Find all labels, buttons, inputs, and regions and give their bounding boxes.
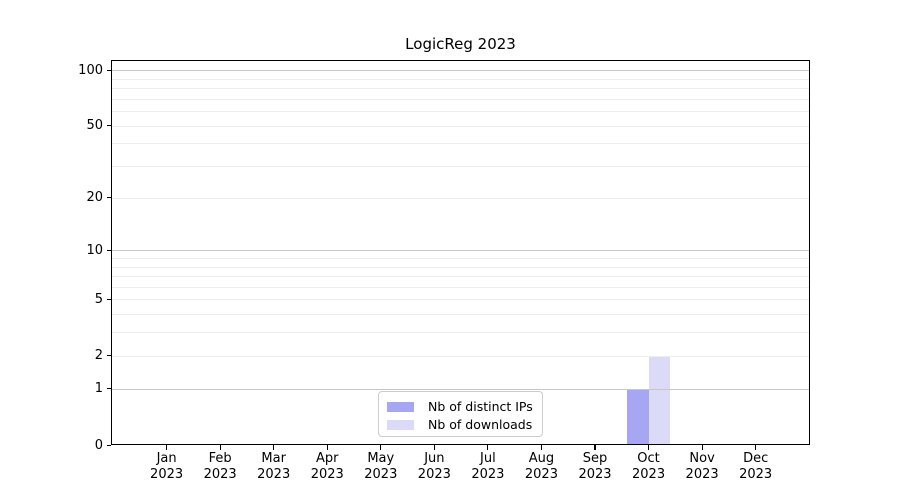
x-tick-label: Apr 2023 — [310, 451, 344, 482]
minor-gridline — [112, 332, 809, 334]
y-tick-label: 10 — [86, 242, 103, 258]
minor-gridline — [112, 258, 809, 259]
x-tick-mark — [594, 445, 596, 450]
legend: Nb of distinct IPs Nb of downloads — [378, 391, 543, 437]
x-tick-label: Mar 2023 — [257, 451, 291, 482]
legend-row-downloads: Nb of downloads — [387, 416, 534, 433]
x-tick-label: May 2023 — [364, 451, 398, 482]
legend-swatch-1 — [387, 419, 414, 430]
y-tick-mark — [107, 298, 111, 301]
y-tick-mark — [107, 69, 111, 71]
y-tick-mark — [107, 197, 111, 199]
minor-gridline — [112, 314, 809, 316]
x-tick-label: Oct 2023 — [632, 451, 666, 482]
tick-gridline — [112, 355, 809, 357]
x-tick-mark — [433, 445, 435, 450]
minor-gridline — [112, 276, 809, 278]
x-tick-mark — [647, 445, 650, 450]
x-tick-label: Feb 2023 — [203, 451, 237, 482]
x-tick-mark — [487, 445, 489, 450]
x-tick-mark — [219, 445, 221, 450]
bar-distinct-ips — [627, 388, 649, 444]
x-tick-label: Jul 2023 — [471, 451, 505, 482]
x-tick-mark — [326, 445, 328, 450]
legend-label-downloads: Nb of downloads — [428, 416, 533, 432]
y-tick-label: 5 — [94, 291, 103, 307]
y-tick-label: 0 — [94, 437, 103, 453]
tick-gridline — [112, 197, 809, 199]
x-tick-label: Aug 2023 — [524, 451, 558, 482]
minor-gridline — [112, 78, 809, 80]
x-tick-mark — [540, 445, 543, 450]
legend-label-distinct-ips: Nb of distinct IPs — [428, 398, 533, 414]
major-gridline — [112, 388, 809, 390]
legend-row-distinct-ips: Nb of distinct IPs — [387, 398, 534, 415]
minor-gridline — [112, 143, 809, 145]
bar-downloads — [648, 355, 670, 444]
minor-gridline — [112, 286, 809, 288]
chart-title: LogicReg 2023 — [405, 35, 516, 53]
minor-gridline — [112, 166, 809, 168]
y-tick-label: 100 — [78, 62, 103, 78]
x-tick-label: Jun 2023 — [417, 451, 451, 482]
minor-gridline — [112, 266, 809, 268]
x-tick-mark — [380, 445, 382, 450]
major-gridline — [112, 70, 809, 72]
y-tick-label: 20 — [86, 190, 103, 206]
y-tick-mark — [107, 125, 111, 127]
minor-gridline — [112, 88, 809, 90]
x-tick-label: Sep 2023 — [578, 451, 612, 482]
y-tick-mark — [107, 444, 111, 446]
x-tick-label: Nov 2023 — [685, 451, 719, 482]
x-tick-mark — [755, 445, 757, 450]
minor-gridline — [112, 111, 809, 113]
y-tick-label: 50 — [86, 118, 103, 134]
tick-gridline — [112, 125, 809, 127]
tick-gridline — [112, 299, 809, 301]
y-tick-label: 2 — [94, 348, 103, 364]
major-gridline — [112, 250, 809, 252]
y-tick-mark — [107, 249, 111, 251]
x-tick-label: Dec 2023 — [739, 451, 773, 482]
x-tick-label: Jan 2023 — [150, 451, 184, 482]
x-tick-mark — [166, 445, 168, 450]
legend-swatch-0 — [387, 401, 414, 412]
y-tick-mark — [107, 388, 111, 390]
y-tick-mark — [107, 355, 111, 357]
minor-gridline — [112, 98, 809, 100]
x-tick-mark — [273, 445, 275, 450]
x-tick-mark — [701, 445, 703, 450]
y-tick-label: 1 — [94, 381, 103, 397]
